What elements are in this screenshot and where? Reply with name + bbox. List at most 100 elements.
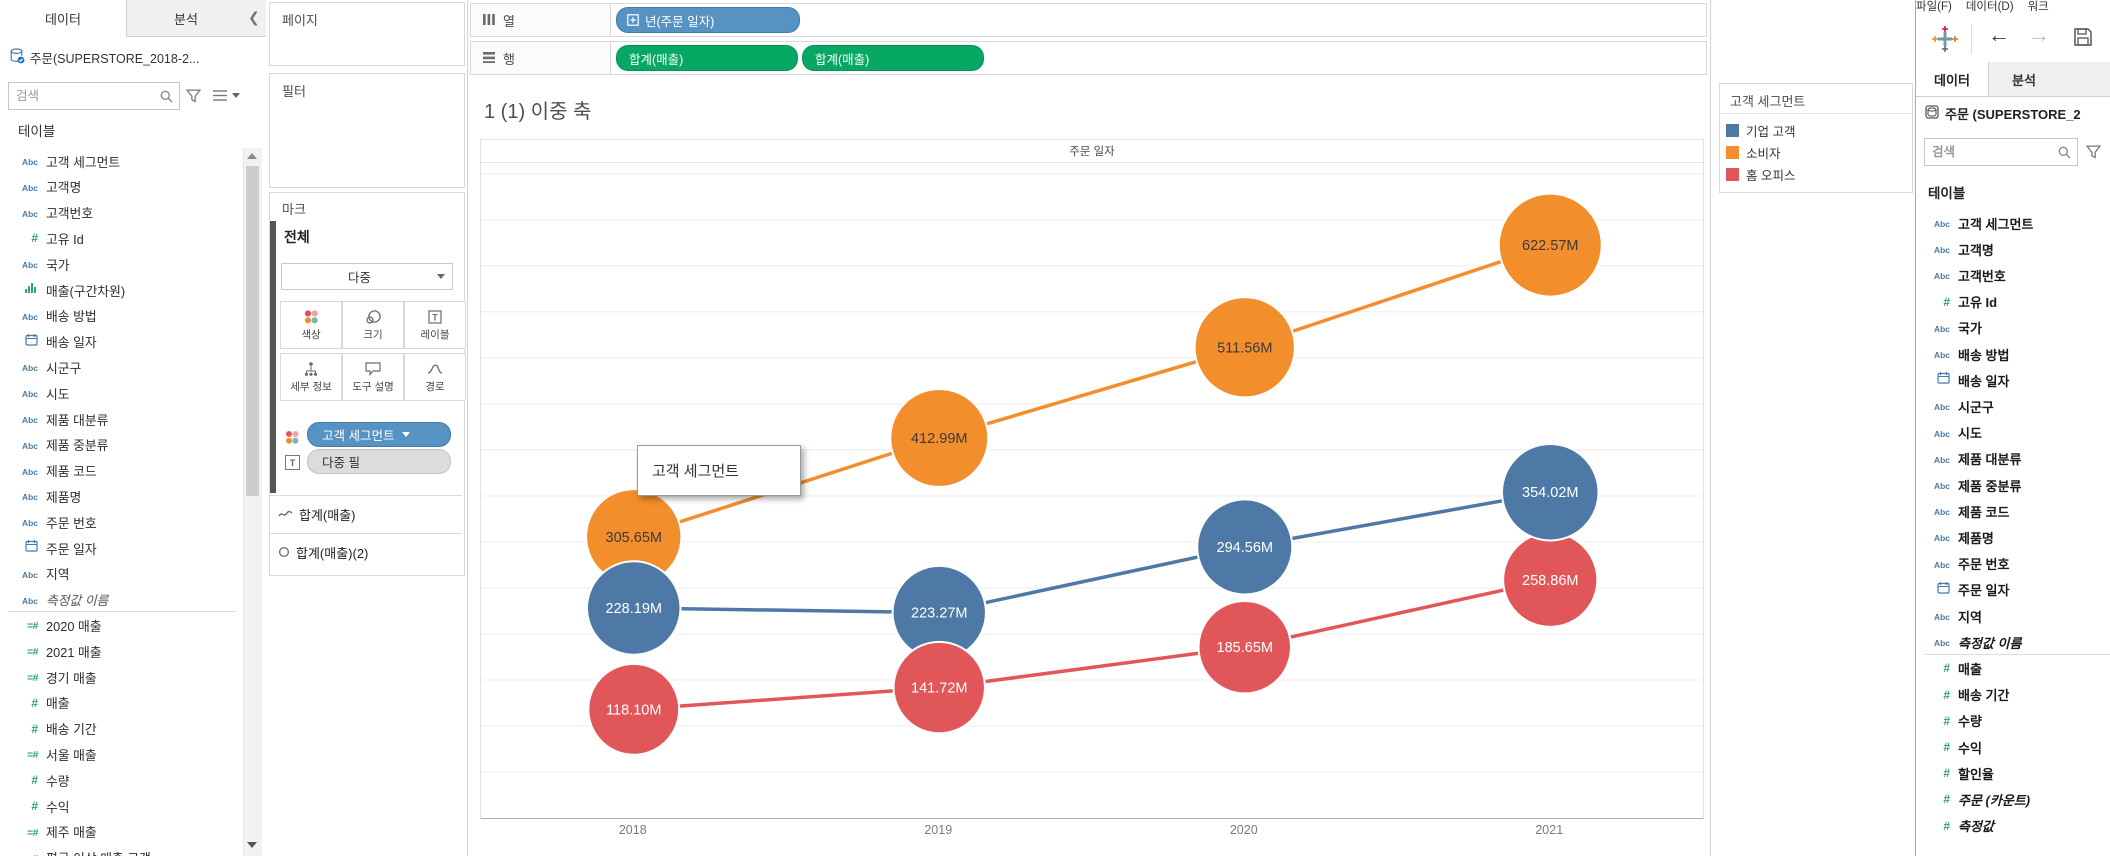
field-item[interactable]: Abc 제품명 <box>0 483 242 509</box>
field-item[interactable]: # 배송 기간 <box>1916 682 2110 708</box>
field-item[interactable]: Abc 시군구 <box>1916 393 2110 419</box>
field-item[interactable]: Abc 제품명 <box>1916 524 2110 550</box>
search-box[interactable] <box>8 82 180 110</box>
view-options-icon[interactable] <box>212 89 240 102</box>
field-item[interactable]: # 매출 <box>0 690 242 716</box>
undo-icon[interactable]: ← <box>1988 22 2010 47</box>
field-item[interactable]: Abc 시군구 <box>0 354 242 380</box>
circle-mark-기업 고객-2021[interactable] <box>1501 442 1600 542</box>
save-icon[interactable] <box>2072 26 2094 53</box>
pill-label-multiple-fields[interactable]: 다중 필 <box>307 449 451 474</box>
field-item[interactable]: Abc 고객명 <box>1916 236 2110 262</box>
pill-sum-sales[interactable]: 합계(매출) <box>802 45 984 71</box>
field-item[interactable]: =# 제주 매출 <box>0 819 242 845</box>
circle-mark-기업 고객-2020[interactable] <box>1196 498 1294 596</box>
field-item[interactable]: Abc 고객번호 <box>0 200 242 226</box>
circle-mark-홈 오피스-2019[interactable] <box>892 640 986 735</box>
field-item[interactable]: =# 경기 매출 <box>0 664 242 690</box>
field-item[interactable]: # 수량 <box>0 767 242 793</box>
pill-year-order-date[interactable]: 년(주문 일자) <box>616 7 800 33</box>
pill-sum-sales[interactable]: 합계(매출) <box>616 45 798 71</box>
datasource-item[interactable]: 주문(SUPERSTORE_2018-2... <box>10 46 260 68</box>
field-item[interactable]: Abc 고객 세그먼트 <box>1916 210 2110 236</box>
tab-analytics[interactable]: 분석 <box>2012 72 2036 88</box>
circle-mark-홈 오피스-2018[interactable] <box>587 662 681 756</box>
field-item[interactable]: Abc 고객명 <box>0 174 242 200</box>
circle-mark-소비자-2021[interactable] <box>1497 192 1603 298</box>
rows-shelf[interactable]: 행 합계(매출) 합계(매출) <box>470 41 1707 75</box>
field-item[interactable]: # 수익 <box>1916 734 2110 760</box>
search-box[interactable] <box>1924 138 2078 166</box>
field-item[interactable]: Abc 시도 <box>0 380 242 406</box>
path-button[interactable]: 경로 <box>404 353 466 401</box>
label-button[interactable]: T 레이블 <box>404 301 466 349</box>
filter-fields-icon[interactable] <box>2085 144 2102 164</box>
field-item[interactable]: # 매출 <box>1916 655 2110 681</box>
field-item[interactable]: # 할인율 <box>1916 760 2110 786</box>
field-item[interactable]: =# 2020 매출 <box>0 612 242 638</box>
field-item[interactable]: Abc 측정값 이름 <box>0 587 242 613</box>
pill-color-customer-segment[interactable]: 고객 세그먼트 <box>307 422 451 447</box>
pages-shelf[interactable]: 페이지 <box>269 2 465 66</box>
field-item[interactable]: # 주문 (카운트) <box>1916 786 2110 812</box>
legend-item[interactable]: 소비자 <box>1726 142 1781 162</box>
filter-fields-icon[interactable] <box>185 88 202 108</box>
field-item[interactable]: # 수익 <box>0 793 242 819</box>
field-item[interactable]: # 고유 Id <box>1916 289 2110 315</box>
field-item[interactable]: 주문 일자 <box>1916 577 2110 603</box>
field-item[interactable]: Abc 주문 번호 <box>0 509 242 535</box>
field-item[interactable]: =# 평균 이상 매출 고객 <box>0 845 242 856</box>
circle-mark-소비자-2019[interactable] <box>889 388 990 488</box>
columns-shelf[interactable]: 열 년(주문 일자) <box>470 3 1707 37</box>
field-item[interactable]: 배송 일자 <box>0 329 242 355</box>
subcard-sum-sales-circle[interactable]: 합계(매출)(2) <box>270 533 462 570</box>
field-item[interactable]: Abc 시도 <box>1916 420 2110 446</box>
field-item[interactable]: Abc 측정값 이름 <box>1916 629 2110 655</box>
field-item[interactable]: Abc 제품 중분류 <box>1916 472 2110 498</box>
field-item[interactable]: Abc 고객 세그먼트 <box>0 148 242 174</box>
tab-analytics[interactable]: 분석 <box>126 0 246 36</box>
menu-item[interactable]: 데이터(D) <box>1965 1 2014 13</box>
menu-item[interactable]: 파일(F) <box>1916 1 1952 13</box>
field-item[interactable]: Abc 제품 대분류 <box>0 406 242 432</box>
field-list-scrollbar[interactable] <box>243 148 262 856</box>
field-item[interactable]: Abc 지역 <box>0 561 242 587</box>
scroll-down-icon[interactable] <box>247 842 257 848</box>
tab-data[interactable]: 데이터 <box>1916 62 1989 96</box>
color-button[interactable]: 색상 <box>280 301 342 349</box>
field-item[interactable]: =# 서울 매출 <box>0 741 242 767</box>
tooltip-button[interactable]: 도구 설명 <box>342 353 404 401</box>
field-item[interactable]: Abc 제품 대분류 <box>1916 446 2110 472</box>
circle-mark-기업 고객-2018[interactable] <box>586 560 682 656</box>
field-item[interactable]: Abc 주문 번호 <box>1916 551 2110 577</box>
field-item[interactable]: # 고유 Id <box>0 225 242 251</box>
field-item[interactable]: Abc 제품 코드 <box>0 458 242 484</box>
legend-item[interactable]: 기업 고객 <box>1726 120 1795 140</box>
tab-data[interactable]: 데이터 <box>0 0 127 37</box>
field-item[interactable]: Abc 국가 <box>0 251 242 277</box>
field-item[interactable]: 매출(구간차원) <box>0 277 242 303</box>
subcard-sum-sales-line[interactable]: 합계(매출) <box>270 495 462 532</box>
field-item[interactable]: 주문 일자 <box>0 535 242 561</box>
detail-button[interactable]: 세부 정보 <box>280 353 342 401</box>
menu-item[interactable]: 워크 <box>2027 1 2049 13</box>
color-legend[interactable]: 고객 세그먼트 기업 고객 소비자 홈 오피스 <box>1719 83 1913 193</box>
circle-mark-홈 오피스-2020[interactable] <box>1197 599 1292 695</box>
field-item[interactable]: Abc 지역 <box>1916 603 2110 629</box>
search-input[interactable] <box>9 89 160 103</box>
field-item[interactable]: Abc 국가 <box>1916 315 2110 341</box>
field-item[interactable]: =# 2021 매출 <box>0 638 242 664</box>
scroll-up-icon[interactable] <box>247 153 257 159</box>
field-item[interactable]: # 측정값 <box>1916 813 2110 839</box>
field-item[interactable]: # 수량 <box>1916 708 2110 734</box>
filters-shelf[interactable]: 필터 <box>269 73 465 188</box>
circle-mark-소비자-2020[interactable] <box>1193 296 1296 399</box>
mark-type-dropdown[interactable]: 다중 <box>281 263 453 290</box>
scrollbar-thumb[interactable] <box>246 166 259 496</box>
field-item[interactable]: Abc 제품 코드 <box>1916 498 2110 524</box>
field-item[interactable]: 배송 일자 <box>1916 367 2110 393</box>
field-item[interactable]: Abc 고객번호 <box>1916 262 2110 288</box>
search-input[interactable] <box>1925 145 2058 159</box>
size-button[interactable]: 크기 <box>342 301 404 349</box>
redo-icon[interactable]: → <box>2028 22 2050 47</box>
